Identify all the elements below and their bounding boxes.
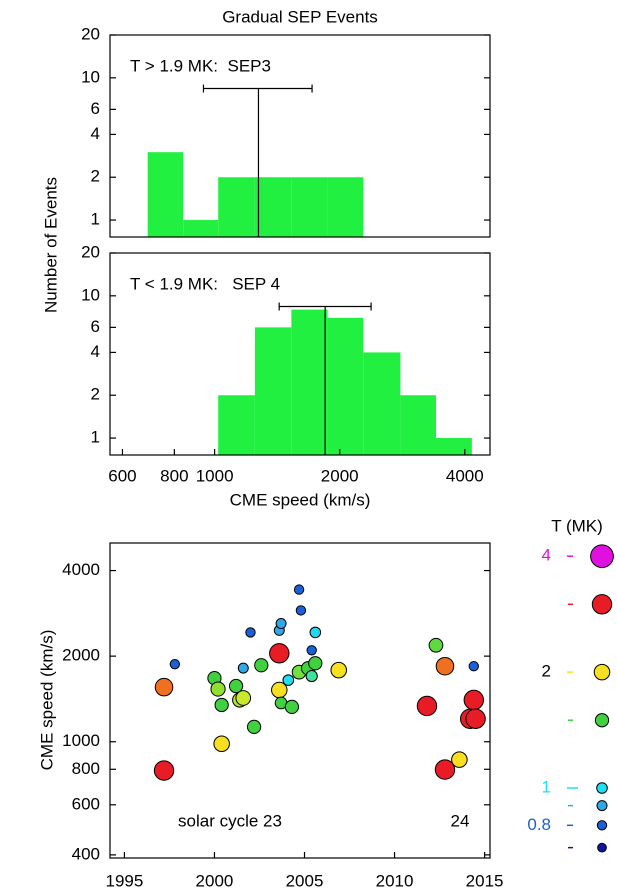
point (428, 637, 444, 653)
point (210, 681, 226, 697)
point (463, 689, 484, 711)
point (435, 656, 455, 676)
legend-marker (590, 544, 614, 569)
point (293, 584, 305, 595)
x-tick-label: 2000 (321, 466, 359, 485)
x-tick-label: 2015 (466, 871, 504, 890)
point (295, 605, 307, 616)
point (309, 626, 322, 639)
legend-label: 4 (542, 546, 551, 565)
y-tick-label: 6 (91, 317, 100, 336)
point (154, 677, 174, 697)
y-tick-label: 4 (91, 342, 100, 361)
y-tick-label: 20 (81, 24, 100, 43)
chart-title: Gradual SEP Events (222, 7, 378, 26)
point (416, 695, 438, 717)
point (214, 697, 229, 713)
y-tick-label: 4000 (62, 560, 100, 579)
legend-marker (591, 594, 613, 615)
bar (254, 327, 292, 455)
point (451, 751, 468, 768)
legend-marker (593, 663, 611, 681)
bar (218, 177, 255, 237)
legend-marker (594, 713, 610, 728)
point (465, 708, 486, 730)
point (330, 661, 347, 679)
point (237, 662, 249, 674)
bar (363, 352, 401, 455)
legend-marker (597, 842, 607, 853)
point (434, 759, 456, 780)
panel-annotation: T > 1.9 MK: SEP3 (130, 56, 271, 75)
y-axis-label: Number of Events (41, 177, 60, 313)
y-tick-label: 2000 (62, 646, 100, 665)
point (284, 699, 300, 715)
bar (327, 177, 364, 237)
y-tick-label: 4 (91, 124, 100, 143)
point (305, 669, 318, 683)
point (468, 661, 479, 672)
legend-title: T (MK) (551, 516, 603, 535)
annotation: solar cycle 23 (178, 811, 282, 830)
legend-marker (596, 782, 608, 794)
point (228, 678, 244, 694)
x-tick-label: 600 (108, 466, 136, 485)
bar (327, 317, 364, 455)
x-tick-label: 2010 (376, 871, 414, 890)
point (213, 735, 230, 752)
legend-label: 2 (542, 662, 551, 681)
x-tick-label: 1995 (105, 871, 143, 890)
y-tick-label: 1 (91, 428, 100, 447)
point (246, 719, 262, 734)
bar (291, 177, 328, 237)
point (169, 658, 181, 670)
bar (254, 177, 292, 237)
point (275, 618, 287, 630)
point (254, 658, 269, 673)
y-tick-label: 1000 (62, 731, 100, 750)
plot-frame (109, 542, 491, 859)
bar (147, 152, 184, 237)
y-tick-label: 2 (91, 385, 100, 404)
y-tick-label: 800 (72, 759, 100, 778)
bar (435, 438, 472, 455)
point (308, 656, 323, 671)
x-axis-label: CME speed (km/s) (230, 490, 371, 509)
bar (183, 220, 219, 237)
legend-label: 1 (542, 777, 551, 796)
y-tick-label: 2 (91, 167, 100, 186)
point (245, 627, 256, 638)
y-tick-label: 600 (72, 794, 100, 813)
x-tick-label: 1000 (196, 466, 234, 485)
point (306, 645, 317, 656)
y-tick-label: 10 (81, 285, 100, 304)
y-tick-label: 10 (81, 67, 100, 86)
point (235, 690, 252, 706)
plot-frame (109, 252, 491, 456)
panel-annotation: T < 1.9 MK: SEP 4 (130, 274, 280, 293)
bar (291, 309, 328, 455)
y-axis-label: CME speed (km/s) (37, 630, 56, 771)
legend-label: 0.8 (527, 815, 551, 834)
legend-marker (596, 800, 608, 812)
x-tick-label: 2000 (196, 871, 234, 890)
y-tick-label: 1 (91, 210, 100, 229)
point (269, 643, 290, 664)
plot-frame (109, 34, 491, 238)
y-tick-label: 20 (81, 242, 100, 261)
x-tick-label: 800 (160, 466, 188, 485)
x-tick-label: 4000 (446, 466, 484, 485)
legend-marker (596, 820, 608, 831)
point (153, 760, 175, 781)
bar (218, 395, 255, 455)
y-tick-label: 400 (72, 844, 100, 863)
bar (400, 395, 436, 455)
point (282, 674, 295, 686)
annotation: 24 (451, 811, 470, 830)
x-tick-label: 2005 (286, 871, 324, 890)
y-tick-label: 6 (91, 99, 100, 118)
